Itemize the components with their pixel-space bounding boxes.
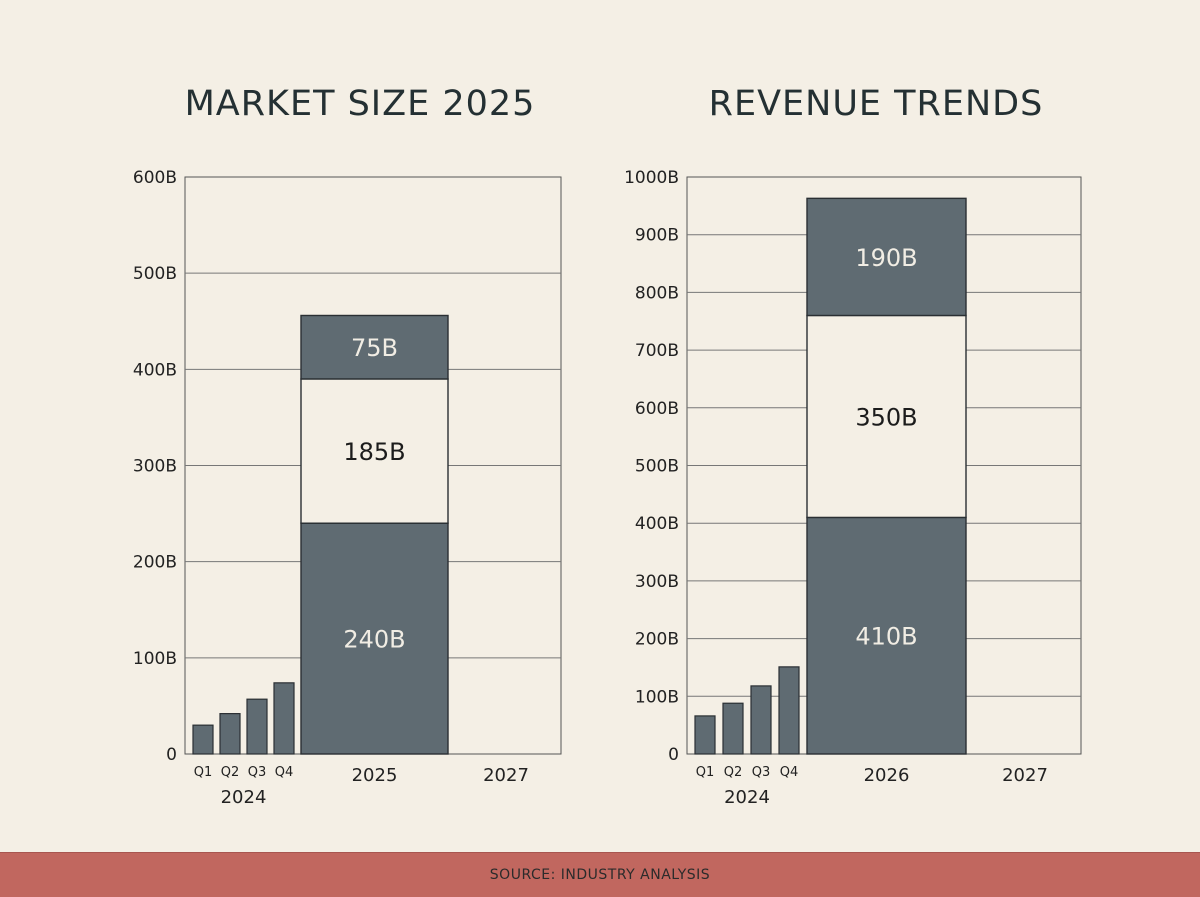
chart-1: MARKET SIZE 2025 0 100B 200B 300B 400B 500B 600… <box>133 84 562 808</box>
y-tick-label: 800B <box>635 283 679 303</box>
y-tick-label: 500B <box>635 457 679 477</box>
segment-label: 75B <box>351 334 398 362</box>
segment-label: 240B <box>343 626 405 654</box>
segment-label: 410B <box>855 623 917 651</box>
quarter-label: Q2 <box>724 765 743 780</box>
quarter-bar <box>219 713 241 755</box>
segment-label: 185B <box>343 438 405 466</box>
x-category-label: 2025 <box>352 765 398 786</box>
quarter-label: Q3 <box>752 765 771 780</box>
y-tick-label: 900B <box>635 226 679 246</box>
stacked-segment <box>806 197 967 317</box>
footer-bar: SOURCE: INDUSTRY ANALYSIS <box>0 852 1200 897</box>
stacked-segment <box>300 378 449 524</box>
group-label: 2024 <box>724 787 770 808</box>
quarter-label: Q4 <box>780 765 799 780</box>
x-category-label: 2027 <box>483 765 529 786</box>
segment-label: 190B <box>855 244 917 272</box>
y-tick-label: 400B <box>133 360 177 380</box>
chart-title: MARKET SIZE 2025 <box>185 84 536 124</box>
quarter-bar <box>246 698 268 755</box>
quarter-bar <box>778 666 800 755</box>
chart-2: REVENUE TRENDS 0 100B 200B 300B 400B 500B 600B 7… <box>624 84 1082 808</box>
y-tick-label: 200B <box>133 553 177 573</box>
group-label: 2024 <box>221 787 267 808</box>
y-tick-label: 200B <box>635 630 679 650</box>
y-tick-label: 700B <box>635 341 679 361</box>
quarter-label: Q3 <box>248 765 267 780</box>
quarter-label: Q1 <box>696 765 715 780</box>
y-tick-label: 0 <box>166 745 177 765</box>
quarter-bar <box>750 685 772 755</box>
quarter-label: Q2 <box>221 765 240 780</box>
y-tick-label: 400B <box>635 514 679 534</box>
quarter-label: Q1 <box>194 765 213 780</box>
quarter-bar <box>192 724 214 755</box>
charts-canvas: MARKET SIZE 2025 0 100B 200B 300B 400B 500B 600… <box>133 84 1082 808</box>
y-tick-label: 300B <box>133 457 177 477</box>
y-tick-label: 600B <box>133 168 177 188</box>
quarter-bar <box>273 682 295 755</box>
source-note: SOURCE: INDUSTRY ANALYSIS <box>489 867 711 883</box>
y-tick-label: 100B <box>635 687 679 707</box>
segment-label: 350B <box>855 403 917 431</box>
y-tick-label: 100B <box>133 649 177 669</box>
stacked-segment <box>300 314 449 380</box>
y-tick-label: 500B <box>133 264 177 284</box>
y-tick-label: 0 <box>668 745 679 765</box>
y-tick-label: 300B <box>635 572 679 592</box>
x-category-label: 2027 <box>1002 765 1048 786</box>
y-tick-label: 1000B <box>624 168 679 188</box>
x-category-label: 2026 <box>864 765 910 786</box>
stacked-segment <box>806 516 967 755</box>
quarter-bar <box>694 715 716 755</box>
y-tick-label: 600B <box>635 399 679 419</box>
quarter-label: Q4 <box>275 765 294 780</box>
chart-title: REVENUE TRENDS <box>709 84 1044 124</box>
quarter-bar <box>722 702 744 755</box>
